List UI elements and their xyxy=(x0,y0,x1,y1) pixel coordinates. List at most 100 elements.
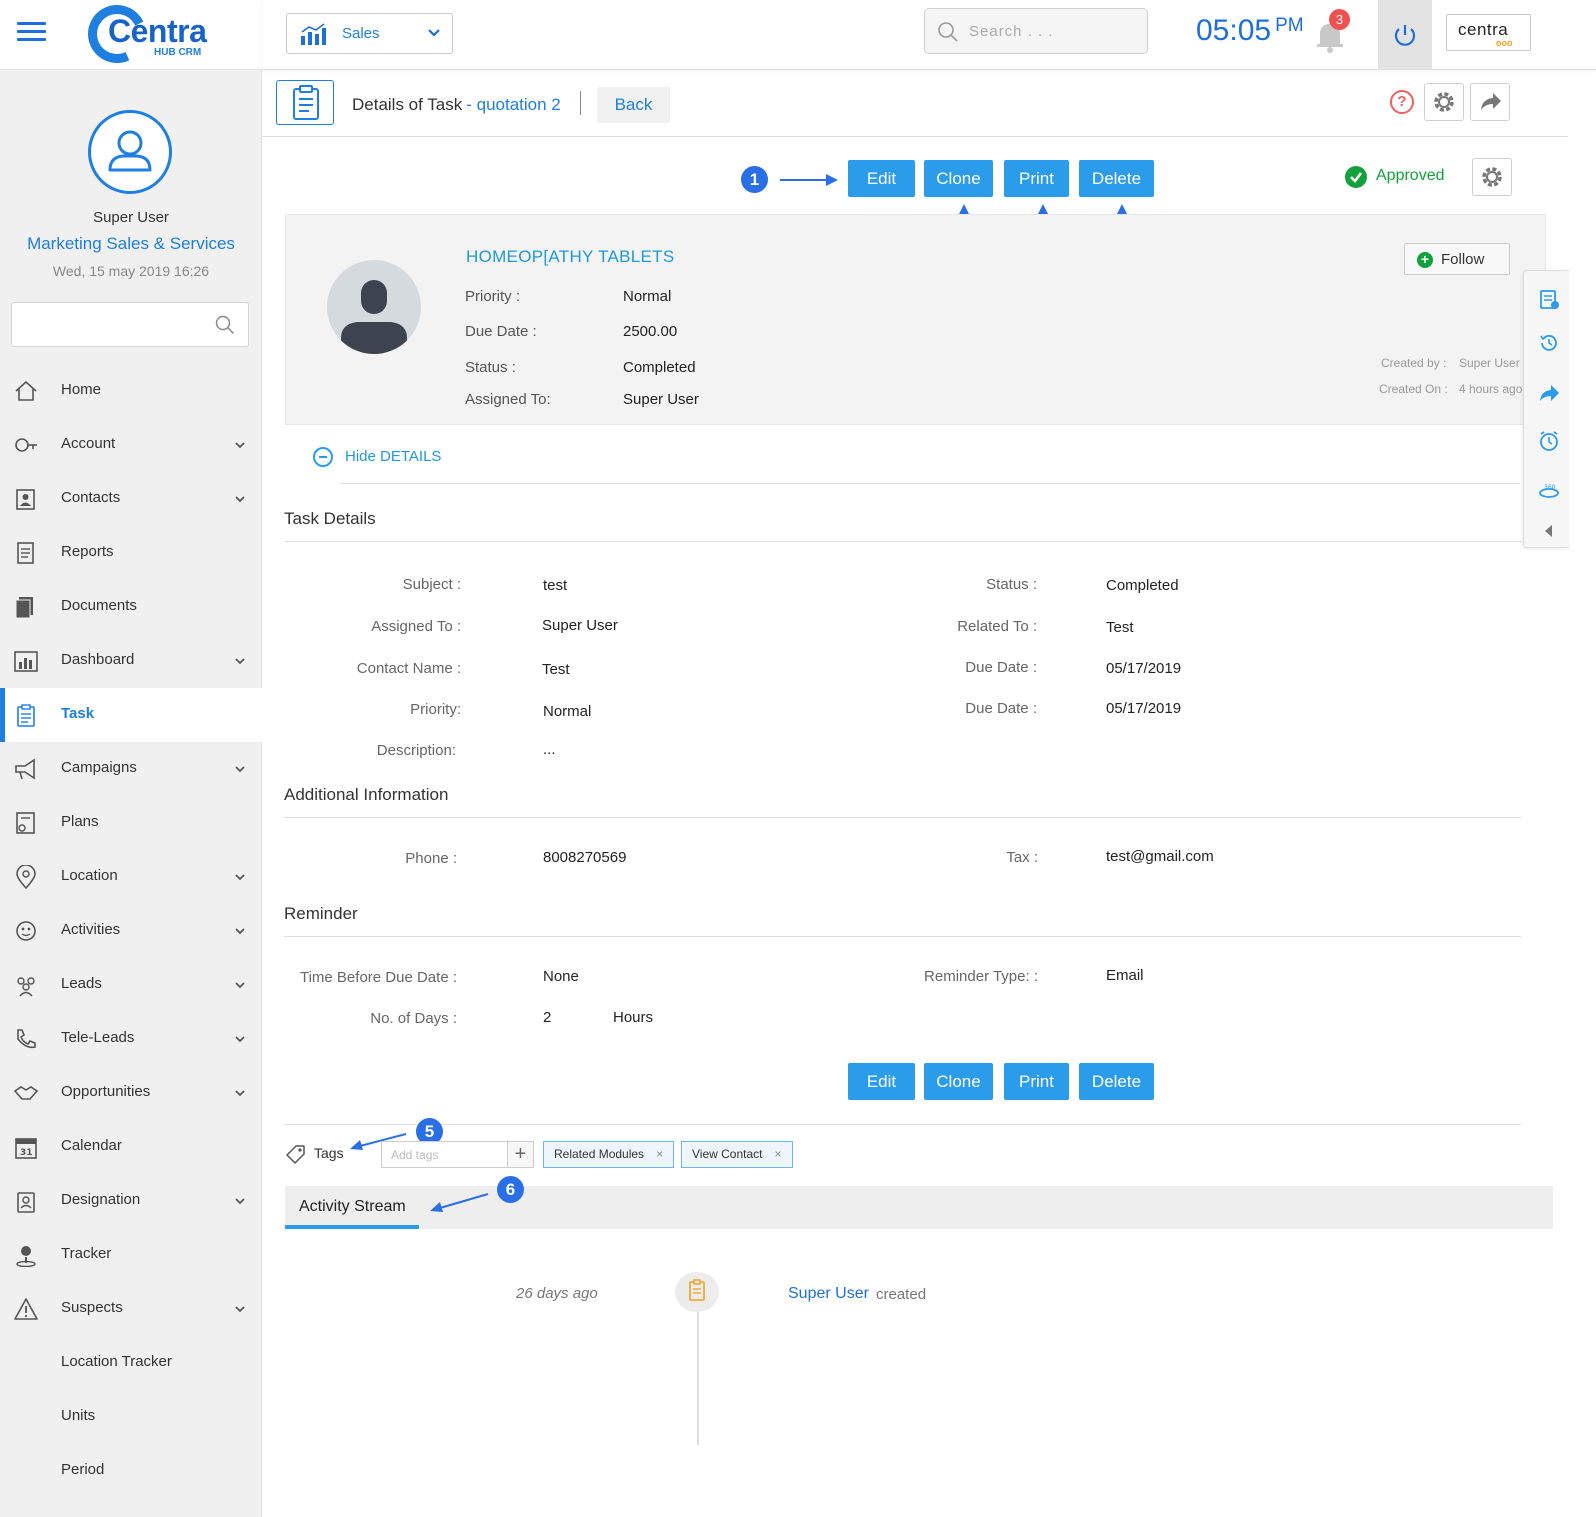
sidebar-item-designation[interactable]: Designation xyxy=(0,1174,262,1228)
sidebar-item-label: Units xyxy=(61,1407,96,1424)
sidebar-item-suspects[interactable]: Suspects xyxy=(0,1282,262,1336)
record-settings-button[interactable] xyxy=(1472,158,1512,196)
card-priority-value: Normal xyxy=(623,288,672,305)
chevron-down-icon[interactable] xyxy=(235,1196,245,1206)
task-list-icon[interactable] xyxy=(1538,288,1560,310)
related-to-value: Test xyxy=(1106,619,1134,636)
sidebar-item-documents[interactable]: Documents xyxy=(0,580,262,634)
follow-button[interactable]: + Follow xyxy=(1404,243,1510,275)
search-input[interactable] xyxy=(969,19,1139,43)
chevron-down-icon[interactable] xyxy=(235,1304,245,1314)
bar-chart-icon xyxy=(301,23,326,45)
sidebar-item-tele-leads[interactable]: Tele-Leads xyxy=(0,1012,262,1066)
module-selector[interactable]: Sales xyxy=(286,13,453,54)
print-button[interactable]: Print xyxy=(1004,160,1069,197)
created-on-value: 4 hours ago xyxy=(1459,382,1523,396)
tax-label: Tax : xyxy=(1006,849,1038,866)
clone-button[interactable]: Clone xyxy=(924,1063,993,1100)
add-tag-button[interactable]: + xyxy=(507,1141,534,1168)
clone-button[interactable]: Clone xyxy=(924,160,993,197)
history-icon[interactable] xyxy=(1538,332,1560,354)
collapse-left-icon[interactable] xyxy=(1538,520,1560,542)
delete-button[interactable]: Delete xyxy=(1079,1063,1154,1100)
chevron-down-icon[interactable] xyxy=(235,1088,245,1098)
people-group-icon xyxy=(17,977,35,997)
print-button[interactable]: Print xyxy=(1004,1063,1069,1100)
centra-logo[interactable]: Centra HUB CRM xyxy=(79,0,216,72)
sidebar-item-tracker[interactable]: Tracker xyxy=(0,1228,262,1282)
header-settings-button[interactable] xyxy=(1424,83,1464,121)
assigned-to-label: Assigned To : xyxy=(371,618,461,635)
tag-chip-label: Related Modules xyxy=(554,1147,645,1161)
sidebar-item-plans[interactable]: Plans xyxy=(0,796,262,850)
clipboard-icon xyxy=(293,85,319,120)
sidebar-item-label: Documents xyxy=(61,597,137,614)
chevron-down-icon[interactable] xyxy=(235,872,245,882)
tag-chip-related-modules[interactable]: Related Modules × xyxy=(543,1141,675,1168)
chevron-down-icon[interactable] xyxy=(235,926,245,936)
timeline-line xyxy=(697,1312,699,1445)
share-arrow-icon[interactable] xyxy=(1538,382,1560,404)
sidebar-item-location-tracker[interactable]: Location Tracker xyxy=(0,1336,262,1390)
user-name: Super User xyxy=(93,209,169,226)
search-icon[interactable] xyxy=(215,315,235,335)
edit-button[interactable]: Edit xyxy=(848,160,915,197)
chevron-down-icon[interactable] xyxy=(235,494,245,504)
sidebar-item-location[interactable]: Location xyxy=(0,850,262,904)
remove-tag-icon[interactable]: × xyxy=(774,1147,782,1161)
chevron-down-icon[interactable] xyxy=(235,1034,245,1044)
no-of-days-value: 2 xyxy=(543,1009,552,1026)
edit-button[interactable]: Edit xyxy=(848,1063,915,1100)
sidebar-item-label: Contacts xyxy=(61,489,121,506)
global-search[interactable] xyxy=(924,8,1148,54)
help-icon[interactable]: ? xyxy=(1390,90,1414,114)
sidebar-item-calendar[interactable]: 31 Calendar xyxy=(0,1120,262,1174)
hamburger-menu-icon[interactable] xyxy=(17,22,46,42)
sidebar-item-leads[interactable]: Leads xyxy=(0,958,262,1012)
360-view-icon[interactable]: 360 xyxy=(1538,480,1560,502)
plus-circle-icon: + xyxy=(1417,252,1433,268)
header-share-button[interactable] xyxy=(1470,83,1510,121)
back-button[interactable]: Back xyxy=(597,87,670,123)
sidebar-item-units[interactable]: Units xyxy=(0,1390,262,1444)
id-badge-icon xyxy=(17,1192,35,1213)
user-avatar[interactable] xyxy=(88,110,172,194)
task-module-icon-box[interactable] xyxy=(276,80,334,125)
phone-value: 8008270569 xyxy=(543,849,627,866)
sidebar-item-home[interactable]: Home xyxy=(0,364,262,418)
sidebar-item-label: Designation xyxy=(61,1191,141,1208)
breadcrumb-task-link[interactable]: - quotation 2 xyxy=(466,95,561,114)
notification-count-badge: 3 xyxy=(1329,9,1350,30)
sidebar-item-activities[interactable]: Activities xyxy=(0,904,262,958)
sidebar-item-task[interactable]: Task xyxy=(0,688,262,742)
chevron-down-icon[interactable] xyxy=(235,980,245,990)
sidebar-item-contacts[interactable]: Contacts xyxy=(0,472,262,526)
delete-button[interactable]: Delete xyxy=(1079,160,1154,197)
add-tags-input[interactable] xyxy=(381,1141,508,1168)
chevron-down-icon[interactable] xyxy=(235,440,245,450)
activity-user-link[interactable]: Super User xyxy=(788,1285,869,1302)
section-divider xyxy=(284,1124,1521,1125)
annotation-arrow-left xyxy=(430,1193,489,1212)
chevron-down-icon[interactable] xyxy=(235,656,245,666)
chevron-down-icon[interactable] xyxy=(235,764,245,774)
brand-logo-box[interactable]: centra ooo xyxy=(1446,14,1531,51)
alarm-clock-icon[interactable] xyxy=(1538,430,1560,452)
sidebar-item-reports[interactable]: Reports xyxy=(0,526,262,580)
power-button[interactable] xyxy=(1378,0,1432,70)
sidebar-search-input[interactable] xyxy=(11,302,249,347)
description-label: Description: xyxy=(376,742,456,759)
due-date-label: Due Date : xyxy=(965,659,1037,676)
sidebar-item-period[interactable]: Period xyxy=(0,1444,262,1498)
tab-activity-stream[interactable]: Activity Stream xyxy=(285,1186,419,1229)
tag-chip-view-contact[interactable]: View Contact × xyxy=(681,1141,793,1168)
task-summary-card xyxy=(285,214,1546,425)
sidebar-item-account[interactable]: Account xyxy=(0,418,262,472)
sidebar-item-opportunities[interactable]: Opportunities xyxy=(0,1066,262,1120)
sidebar-item-campaigns[interactable]: Campaigns xyxy=(0,742,262,796)
remove-tag-icon[interactable]: × xyxy=(656,1147,664,1161)
sidebar-item-dashboard[interactable]: Dashboard xyxy=(0,634,262,688)
user-icon xyxy=(108,130,152,172)
section-divider xyxy=(284,541,1521,542)
breadcrumb: Details of Task - quotation 2 xyxy=(352,95,561,115)
